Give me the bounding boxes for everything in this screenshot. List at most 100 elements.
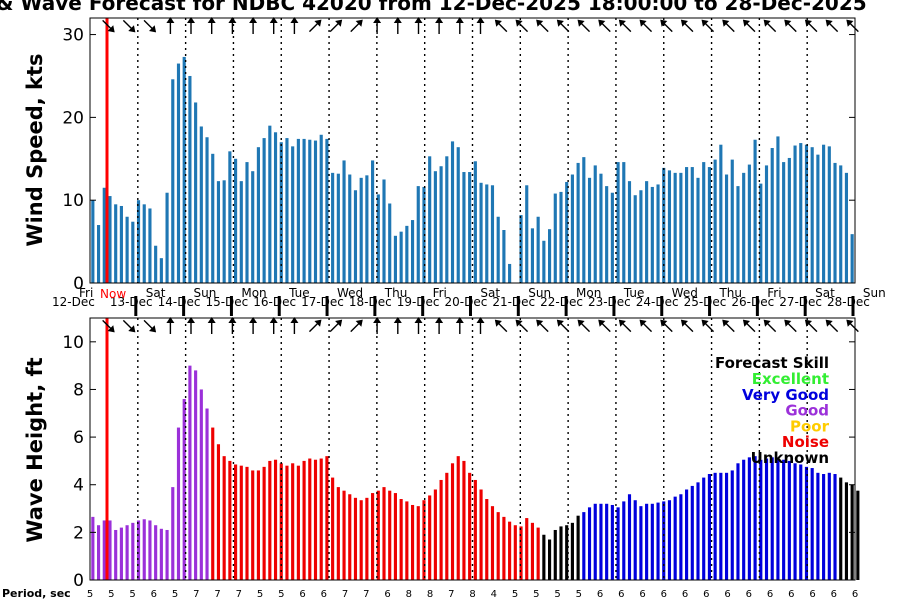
wind-bar [473,161,477,283]
y-tick-label: 20 [62,108,84,128]
direction-arrow [435,17,444,34]
wave-bar [582,512,586,580]
direction-arrow [846,19,859,33]
period-value: 5 [554,589,560,600]
y-tick-label: 0 [73,274,84,294]
wave-bar [353,497,358,580]
wave-bar [165,529,169,580]
wave-bar [108,520,112,580]
wind-bar [450,141,455,283]
day-name-label: Sun [194,286,217,300]
wave-bar [410,504,415,580]
wind-bar [764,165,769,283]
date-label: 19-Dec [397,295,440,309]
wind-bar [154,245,158,283]
wind-bar [833,162,837,283]
direction-arrow [373,317,382,334]
day-name-label: Sat [480,286,500,300]
wave-bar [508,521,512,580]
date-label: 18-Dec [349,295,392,309]
wind-bar [616,162,620,283]
direction-arrow [680,19,694,33]
wind-bar [256,147,260,283]
wave-bar [114,529,118,580]
wave-day-grid [105,318,808,580]
wind-bar [91,200,95,283]
day-name-label: Tue [623,286,645,300]
wind-bar [587,177,592,283]
wind-bar [804,144,809,283]
wave-bar [450,463,455,580]
wave-bar [154,525,158,580]
wave-bar [713,472,717,580]
wave-bar [473,479,477,580]
wave-bar [587,507,592,580]
wind-bar [787,157,791,283]
date-label: 15-Dec [205,295,248,309]
date-label: 20-Dec [445,295,488,309]
direction-arrow [143,19,157,33]
wind-bar [559,191,563,283]
wind-bar [685,167,689,283]
direction-arrow [804,19,818,33]
wave-bar [719,472,723,580]
day-name-label: Sun [863,286,886,300]
wind-bar [525,185,529,283]
wave-bar [787,460,791,580]
wave-bar [742,459,746,580]
wave-bar [485,499,489,580]
wave-bar [365,497,369,580]
wind-bar [331,172,335,283]
direction-arrow [660,319,673,333]
direction-arrow [166,17,175,34]
direction-arrow [290,317,299,334]
wind-bar [456,147,460,283]
wind-bar [667,170,672,284]
wind-bar [96,225,101,283]
wave-bar [325,456,329,580]
direction-arrow [329,319,343,333]
direction-arrow [187,17,195,34]
wind-bar [810,147,814,283]
wave-direction-arrows [102,317,859,334]
day-name-label: Mon [576,286,601,300]
period-value: 6 [618,589,624,600]
wave-bar [673,496,677,580]
wave-bar [844,482,849,580]
direction-arrow [722,19,735,33]
wind-bar [336,173,340,283]
wave-bar [142,519,146,580]
date-label: 27-Dec [779,295,822,309]
wave-bar [770,457,774,580]
wave-bar [194,370,198,580]
direction-arrow [825,19,839,33]
day-name-label: Fri [433,286,447,300]
date-label: 14-Dec [158,295,201,309]
wave-bar [313,459,318,580]
period-value: 6 [597,589,603,600]
period-value: 6 [384,589,390,600]
wave-bar [490,506,495,580]
direction-arrow [102,319,115,333]
wind-bar [119,205,123,283]
wind-bar [816,154,820,283]
wind-bar [319,134,323,283]
direction-arrow [102,19,115,33]
wind-bar [827,146,831,283]
wave-bar [468,472,472,580]
period-value: 5 [257,589,263,600]
wave-bar [827,472,831,580]
wind-bar [279,142,283,283]
wind-bar [793,145,797,283]
direction-arrow [393,317,402,334]
wind-bar [428,156,432,283]
wave-bar [702,477,706,580]
wind-bar [433,171,437,283]
chart-title: & Wave Forecast for NDBC 42020 from 12-D… [0,0,867,15]
wind-bar [405,225,409,283]
wave-bar [336,487,340,580]
direction-arrow [618,319,632,333]
wave-bar [605,503,609,580]
wave-bar [285,465,289,580]
